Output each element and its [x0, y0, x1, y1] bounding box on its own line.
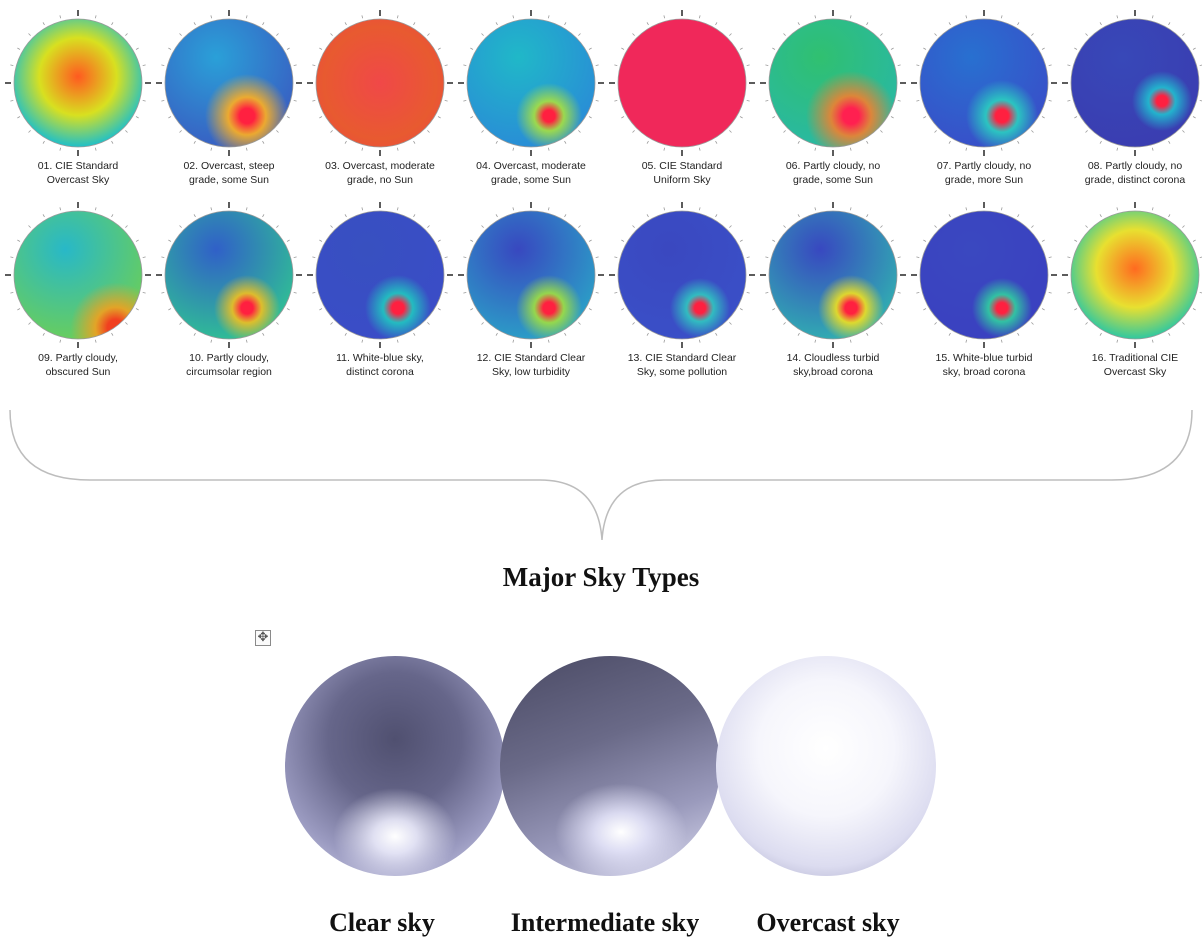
sky-model-label-line2: obscured Sun: [45, 366, 111, 378]
sky-model-label-line2: grade, some Sun: [491, 174, 571, 186]
sky-luminance-dome: [609, 202, 755, 348]
sky-model-label-line2: sky,broad corona: [793, 366, 873, 378]
sky-model-05: 05. CIE Standard Uniform Sky: [607, 8, 757, 208]
sky-model-label: 12. CIE Standard Clear Sky, low turbidity: [456, 351, 606, 379]
sky-model-08: 08. Partly cloudy, no grade, distinct cor…: [1060, 8, 1202, 208]
sky-model-16: 16. Traditional CIE Overcast Sky: [1060, 200, 1202, 400]
sky-model-label-line1: 08. Partly cloudy, no: [1087, 160, 1183, 172]
sky-model-label: 11. White-blue sky, distinct corona: [305, 351, 455, 379]
sky-model-03: 03. Overcast, moderate grade, no Sun: [305, 8, 455, 208]
sky-model-label-line2: grade, no Sun: [347, 174, 413, 186]
sky-model-label: 16. Traditional CIE Overcast Sky: [1060, 351, 1202, 379]
sky-luminance-dome: [1062, 10, 1202, 156]
sky-model-10: 10. Partly cloudy, circumsolar region: [154, 200, 304, 400]
clear-sky-label: Clear sky: [329, 908, 435, 937]
sky-model-label-line2: Overcast Sky: [1103, 366, 1167, 378]
sky-luminance-dome: [156, 10, 302, 156]
sky-model-label-line2: grade, more Sun: [944, 174, 1024, 186]
sky-luminance-dome: [911, 202, 1057, 348]
sky-model-label-line1: 14. Cloudless turbid: [786, 352, 880, 364]
sky-model-09: 09. Partly cloudy, obscured Sun: [3, 200, 153, 400]
sky-model-label: 06. Partly cloudy, no grade, some Sun: [758, 159, 908, 187]
sky-model-label-line1: 09. Partly cloudy,: [38, 352, 118, 364]
sky-model-label-line2: circumsolar region: [186, 366, 272, 378]
sky-model-label-line1: 10. Partly cloudy,: [189, 352, 269, 364]
sky-model-label-line1: 03. Overcast, moderate: [325, 160, 435, 172]
sky-model-label-line1: 07. Partly cloudy, no: [936, 160, 1032, 172]
sky-model-label-line2: Uniform Sky: [653, 174, 711, 186]
sky-model-label-line1: 02. Overcast, steep: [183, 160, 275, 172]
clear-sky-sphere: [285, 656, 505, 876]
sky-model-04: 04. Overcast, moderate grade, some Sun: [456, 8, 606, 208]
sky-model-label: 15. White-blue turbid sky, broad corona: [909, 351, 1059, 379]
sky-model-label: 09. Partly cloudy, obscured Sun: [3, 351, 153, 379]
sky-luminance-dome: [458, 10, 604, 156]
sky-model-label-line2: Sky, low turbidity: [492, 366, 570, 378]
sky-luminance-dome: [458, 202, 604, 348]
sky-model-13: 13. CIE Standard Clear Sky, some pollutio…: [607, 200, 757, 400]
sky-model-label-line2: Overcast Sky: [46, 174, 110, 186]
intermediate-sky-label: Intermediate sky: [510, 908, 700, 937]
sky-model-02: 02. Overcast, steep grade, some Sun: [154, 8, 304, 208]
sky-luminance-dome: [760, 202, 906, 348]
sky-model-07: 07. Partly cloudy, no grade, more Sun: [909, 8, 1059, 208]
sky-model-label: 08. Partly cloudy, no grade, distinct cor…: [1060, 159, 1202, 187]
sky-luminance-dome: [609, 10, 755, 156]
section-title: Major Sky Types: [502, 562, 700, 592]
sky-luminance-dome: [307, 202, 453, 348]
sky-model-label-line1: 15. White-blue turbid: [935, 352, 1033, 364]
sky-model-label-line1: 13. CIE Standard Clear: [627, 352, 737, 364]
sky-model-label-line1: 05. CIE Standard: [641, 160, 723, 172]
sky-model-label: 03. Overcast, moderate grade, no Sun: [305, 159, 455, 187]
sky-model-label-line2: distinct corona: [346, 366, 414, 378]
sky-model-01: 01. CIE Standard Overcast Sky: [3, 8, 153, 208]
overcast-sky-sphere: [716, 656, 936, 876]
sky-model-label: 02. Overcast, steep grade, some Sun: [154, 159, 304, 187]
sky-luminance-dome: [5, 202, 151, 348]
sky-model-label: 04. Overcast, moderate grade, some Sun: [456, 159, 606, 187]
sky-luminance-dome: [307, 10, 453, 156]
sky-model-label: 10. Partly cloudy, circumsolar region: [154, 351, 304, 379]
sky-model-label-line1: 16. Traditional CIE: [1091, 352, 1179, 364]
sky-model-label: 14. Cloudless turbid sky,broad corona: [758, 351, 908, 379]
overcast-sky-label: Overcast sky: [756, 908, 900, 937]
sky-luminance-dome: [5, 10, 151, 156]
sky-model-label-line1: 06. Partly cloudy, no: [785, 160, 881, 172]
sky-model-label-line2: grade, some Sun: [189, 174, 269, 186]
sky-model-label-line2: Sky, some pollution: [636, 366, 728, 378]
sky-model-11: 11. White-blue sky, distinct corona: [305, 200, 455, 400]
sky-model-label-line2: sky, broad corona: [942, 366, 1026, 378]
sky-luminance-dome: [156, 202, 302, 348]
sky-model-15: 15. White-blue turbid sky, broad corona: [909, 200, 1059, 400]
sky-model-14: 14. Cloudless turbid sky,broad corona: [758, 200, 908, 400]
sky-model-label: 07. Partly cloudy, no grade, more Sun: [909, 159, 1059, 187]
sky-model-label-line1: 12. CIE Standard Clear: [476, 352, 586, 364]
sky-model-label-line2: grade, some Sun: [793, 174, 873, 186]
sky-model-label: 05. CIE Standard Uniform Sky: [607, 159, 757, 187]
sky-model-label-line1: 04. Overcast, moderate: [476, 160, 586, 172]
sky-model-label-line2: grade, distinct corona: [1084, 174, 1186, 186]
sky-model-label-line1: 01. CIE Standard: [37, 160, 119, 172]
sky-model-06: 06. Partly cloudy, no grade, some Sun: [758, 8, 908, 208]
sky-luminance-dome: [1062, 202, 1202, 348]
sky-luminance-dome: [760, 10, 906, 156]
sky-model-12: 12. CIE Standard Clear Sky, low turbidity: [456, 200, 606, 400]
intermediate-sky-sphere: [500, 656, 720, 876]
sky-model-label: 13. CIE Standard Clear Sky, some pollutio…: [607, 351, 757, 379]
sky-luminance-dome: [911, 10, 1057, 156]
sky-model-label-line1: 11. White-blue sky,: [336, 352, 424, 364]
move-icon[interactable]: ✥: [255, 630, 271, 646]
sky-model-label: 01. CIE Standard Overcast Sky: [3, 159, 153, 187]
